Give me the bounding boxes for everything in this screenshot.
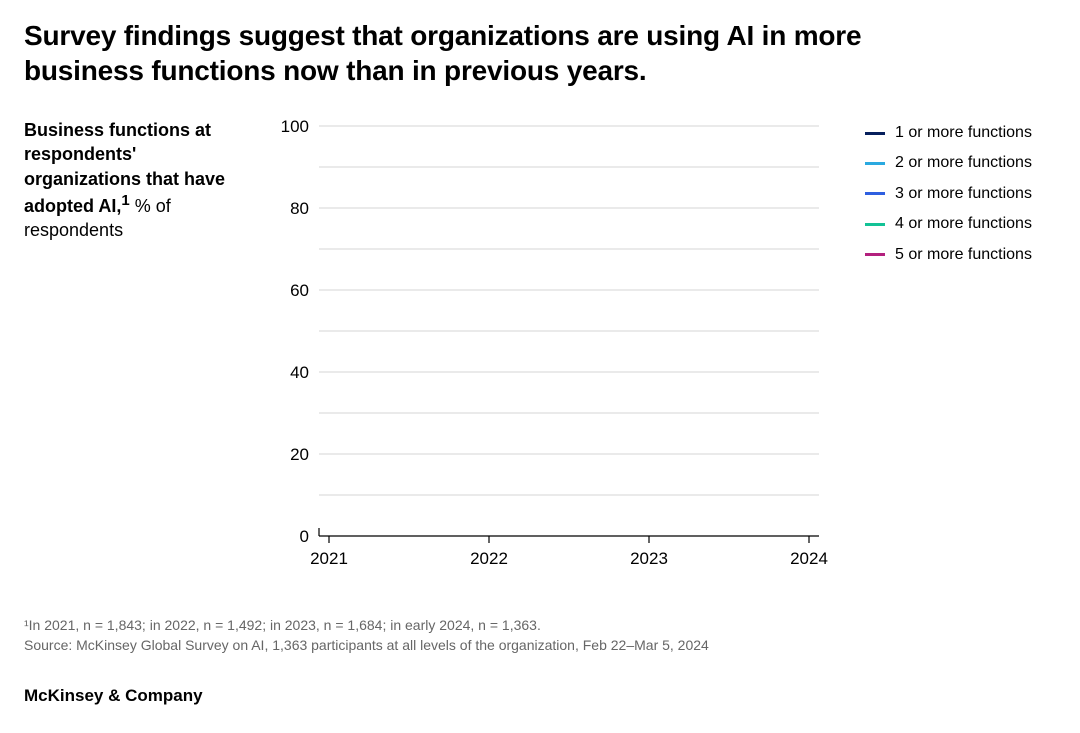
legend-item: 1 or more functions: [865, 118, 1032, 148]
legend-item: 4 or more functions: [865, 209, 1032, 239]
x-tick-label: 2022: [470, 549, 508, 568]
legend-swatch: [865, 162, 885, 165]
legend-label: 5 or more functions: [895, 240, 1032, 270]
y-tick-label: 40: [290, 363, 309, 382]
chart-svg: 0 20 40 60 80 100 2021 2022 2023 2024: [264, 116, 829, 576]
footnote-sample-sizes: ¹In 2021, n = 1,843; in 2022, n = 1,492;…: [24, 615, 1056, 635]
legend-label: 2 or more functions: [895, 148, 1032, 178]
content-row: Business functions at respondents' organ…: [24, 116, 1056, 581]
x-tick-label: 2024: [790, 549, 828, 568]
subtitle-bold: Business functions at respondents' organ…: [24, 120, 225, 216]
legend-swatch: [865, 223, 885, 226]
y-tick-label: 0: [300, 527, 309, 546]
x-tick-label: 2021: [310, 549, 348, 568]
line-chart: 0 20 40 60 80 100 2021 2022 2023 2024: [264, 116, 829, 581]
legend-label: 3 or more functions: [895, 179, 1032, 209]
legend-item: 5 or more functions: [865, 240, 1032, 270]
footnotes: ¹In 2021, n = 1,843; in 2022, n = 1,492;…: [24, 615, 1056, 656]
legend-label: 1 or more functions: [895, 118, 1032, 148]
y-tick-label: 60: [290, 281, 309, 300]
chart-subtitle: Business functions at respondents' organ…: [24, 116, 244, 242]
brand-attribution: McKinsey & Company: [24, 686, 1056, 706]
legend-swatch: [865, 192, 885, 195]
subtitle-superscript: 1: [121, 192, 129, 209]
y-tick-label: 80: [290, 199, 309, 218]
x-tick-label: 2023: [630, 549, 668, 568]
chart-legend: 1 or more functions2 or more functions3 …: [865, 116, 1032, 270]
legend-swatch: [865, 253, 885, 256]
y-tick-label: 20: [290, 445, 309, 464]
legend-label: 4 or more functions: [895, 209, 1032, 239]
y-tick-label: 100: [281, 117, 309, 136]
page-title: Survey findings suggest that organizatio…: [24, 18, 984, 88]
legend-item: 3 or more functions: [865, 179, 1032, 209]
legend-swatch: [865, 132, 885, 135]
legend-item: 2 or more functions: [865, 148, 1032, 178]
footnote-source: Source: McKinsey Global Survey on AI, 1,…: [24, 635, 1056, 655]
